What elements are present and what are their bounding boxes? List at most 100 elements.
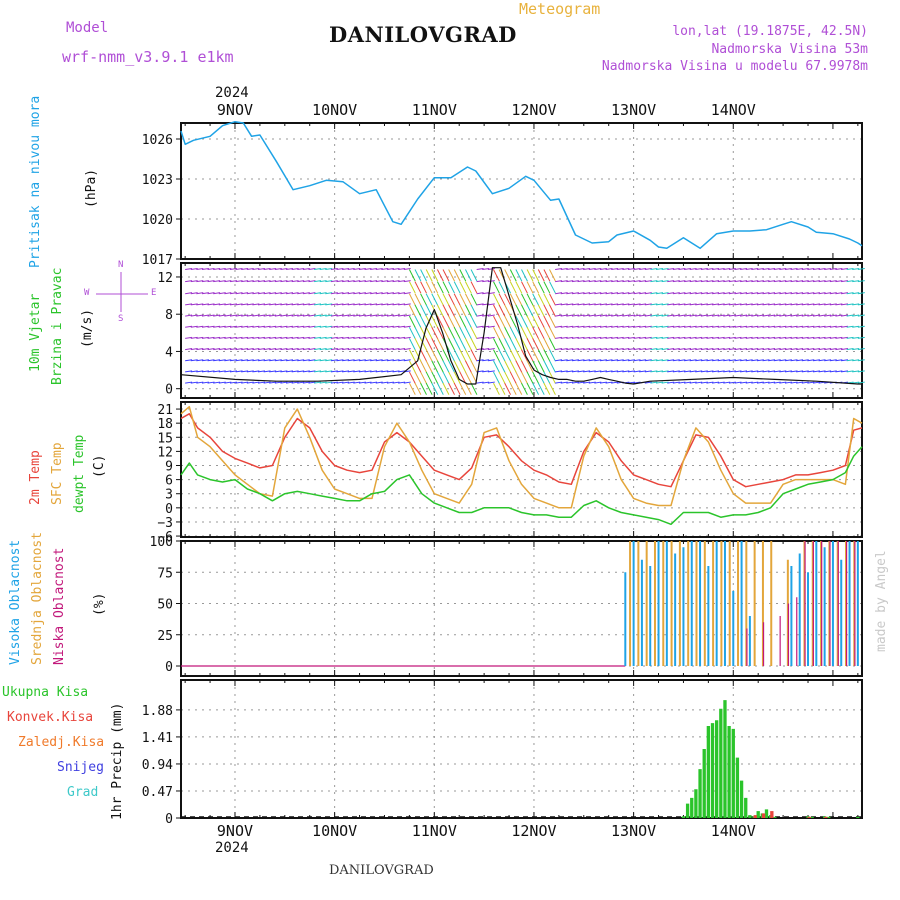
wind-barb [325,370,333,373]
precip-bar-0 [764,809,769,818]
wind-barb [229,336,237,339]
wind-barb [274,348,282,351]
wind-barb [807,370,815,373]
wind-barb [779,280,787,283]
wind-barb [583,267,591,271]
precip-legend-snow: Snijeg [57,760,104,775]
wind-barb [436,315,444,328]
day-label-bottom: 9NOV [217,822,253,840]
wind-barb [487,303,495,306]
wind-barb [751,314,759,317]
wind-barb [672,267,680,271]
wind-barb [308,370,316,373]
wind-barb [790,381,798,384]
wind-barb [695,280,703,283]
wind-barb [667,267,675,271]
wind-barb [784,267,792,271]
wind-barb [314,359,322,362]
wind-barb [425,269,433,282]
wind-barb [756,280,764,283]
model-label: Model [66,20,109,36]
wind-barb [353,292,361,295]
wind-barb [661,370,669,373]
wind-barb [493,349,500,362]
wind-barb [566,267,574,271]
wind-barb [521,281,528,294]
wind-barb [717,325,725,328]
wind-barb [824,314,832,317]
wind-barb [577,381,585,384]
wind-barb [201,314,209,317]
wind-barb [678,348,686,351]
wind-barb [314,303,322,306]
wind-barb [812,325,820,328]
wind-barb [840,336,849,339]
wind-barb [482,292,490,295]
wind-barb [229,325,237,328]
wind-barb [207,314,215,317]
wind-barb [319,325,327,328]
wind-barb [476,348,484,351]
wind-barb [633,303,641,306]
wind-barb [650,348,658,351]
wind-barb [560,314,568,317]
wind-barb [229,359,237,362]
wind-barb [358,325,366,328]
precip-bar-0 [710,723,715,818]
wind-barb [302,381,310,384]
precip-bar-0 [856,816,860,818]
wind-barb [213,348,221,351]
wind-barb [734,325,742,328]
wind-barb [442,315,450,328]
wind-barb [672,314,680,317]
wind-barb [330,348,338,351]
wind-barb [566,314,574,317]
wind-barb [818,348,826,351]
temperature-frame [180,401,863,538]
sfctemp-label: SFC Temp [50,442,65,505]
wind-barb [515,281,523,294]
wind-barb [543,281,551,294]
wind-barb [408,304,416,317]
wind-barb [801,370,809,373]
wind-barb [353,267,361,271]
wind-barb [342,280,350,283]
wind-barb [381,336,389,339]
model-name: wrf-nmm_v3.9.1 e1km [62,48,234,66]
wind-barb [639,325,647,328]
wind-barb [241,303,249,306]
wind-barb [235,370,243,373]
wind-barb [263,314,271,317]
wind-barb [627,267,636,271]
wind-barb [319,381,327,384]
wind-barb [185,314,193,317]
wind-barb [493,360,500,373]
wind-barb [577,336,585,339]
wind-barb [700,303,708,306]
wind-barb [515,315,523,328]
watermark: made by Angel [874,550,889,652]
wind-barb [436,382,444,395]
wind-barb [509,269,517,282]
wind-barb [235,348,243,351]
wind-barb [818,280,826,283]
wind-barb [762,348,770,351]
wind-barb [605,267,613,271]
wind-barb [381,370,389,373]
wind-barb [358,292,366,295]
wind-barb [375,370,383,373]
wind-barb [302,267,310,271]
wind-barb [470,281,478,294]
wind-barb [588,314,596,317]
wind-barb [571,292,579,295]
wind-tick-label: 12 [157,271,173,286]
wind-barb [274,292,282,295]
wind-barb [414,327,422,340]
wind-barb [464,382,472,395]
wind-barb [398,370,406,373]
wind-barb [532,349,540,362]
wind-barb [190,314,198,317]
precip-bar-0 [727,726,731,818]
wind-barb [627,336,636,339]
wind-barb [487,314,495,317]
